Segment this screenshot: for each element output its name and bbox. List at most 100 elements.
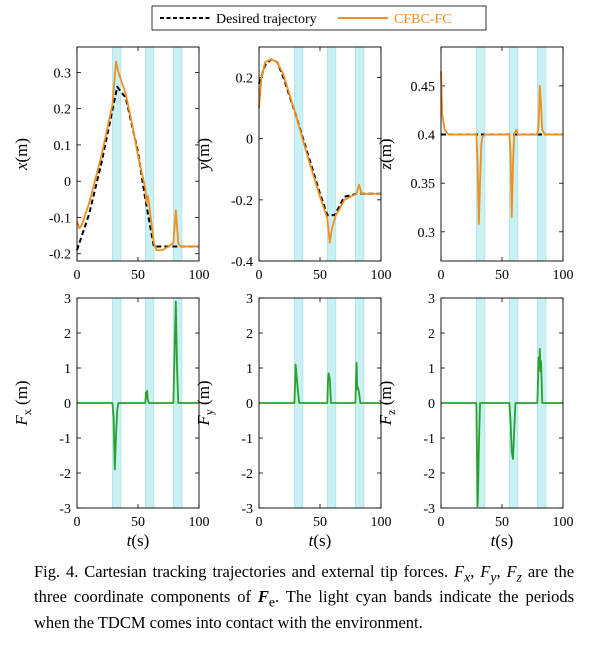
legend-desired-label: Desired trajectory	[216, 12, 317, 27]
caption-sub-1: x	[464, 569, 471, 585]
xtick-label-z-2: 100	[553, 268, 574, 283]
xtick-label-Fy-0: 0	[256, 515, 263, 530]
xlabel-Fz: t(s)	[491, 531, 514, 550]
xtick-label-x-2: 100	[189, 268, 210, 283]
xtick-label-z-1: 50	[495, 268, 509, 283]
ytick-label-Fy-3: 0	[246, 397, 253, 412]
ylabel-y: y(m)	[194, 138, 213, 172]
ytick-label-Fx-4: -1	[59, 432, 71, 447]
xtick-label-y-1: 50	[313, 268, 327, 283]
ylabel-z: z(m)	[376, 138, 395, 170]
caption-var-2: F	[480, 562, 491, 581]
contact-band-z-2	[537, 46, 547, 262]
xtick-label-Fx-2: 100	[189, 515, 210, 530]
contact-band-y-0	[294, 46, 304, 262]
caption-mid: are the three coordinate components of	[34, 562, 575, 607]
ytick-label-Fz-0: 3	[428, 292, 435, 307]
figure-canvas: Desired trajectory CFBC-FC 0.30.20.10-0.…	[12, 5, 574, 550]
ylabel-Fy: Fy (m)	[194, 380, 216, 426]
ytick-label-Fz-4: -1	[423, 432, 435, 447]
caption-prefix: Fig. 4. Cartesian tracking trajectories …	[34, 562, 455, 581]
ytick-label-x-4: -0.1	[49, 211, 71, 226]
xtick-label-Fz-1: 50	[495, 515, 509, 530]
ytick-label-Fy-0: 3	[246, 292, 253, 307]
series-z-cfbc-fc	[440, 71, 563, 225]
ytick-label-x-1: 0.2	[54, 103, 72, 118]
axes-frame-Fx	[76, 297, 200, 509]
series-Fz-fz	[441, 347, 563, 508]
axes-frame-Fy	[258, 297, 382, 509]
series-y-cfbc-fc	[258, 58, 381, 244]
series-x-desired-trajectory	[76, 85, 199, 251]
series-Fy-fy	[259, 361, 381, 404]
series-Fx-fx	[77, 300, 199, 471]
ytick-label-Fx-0: 3	[64, 292, 71, 307]
ytick-label-x-5: -0.2	[49, 248, 71, 263]
caption-sub-2: y	[490, 569, 497, 585]
axes-frame-y	[258, 46, 382, 262]
ytick-label-Fx-1: 2	[64, 327, 71, 342]
ytick-label-y-3: -0.4	[231, 255, 253, 270]
ytick-label-Fz-1: 2	[428, 327, 435, 342]
contact-band-y-2	[355, 46, 365, 262]
xtick-label-Fy-2: 100	[371, 515, 392, 530]
ytick-label-y-2: -0.2	[231, 194, 253, 209]
ytick-label-y-1: 0	[246, 133, 253, 148]
ytick-label-z-0: 0.45	[411, 80, 436, 95]
xtick-label-Fy-1: 50	[313, 515, 327, 530]
xtick-label-z-0: 0	[438, 268, 445, 283]
caption-sub-3: z	[516, 569, 522, 585]
ytick-label-Fz-6: -3	[423, 502, 435, 517]
xtick-label-Fx-0: 0	[74, 515, 81, 530]
xtick-label-Fz-0: 0	[438, 515, 445, 530]
figure: Desired trajectory CFBC-FC 0.3 0.2 0.1 0 -0.…	[12, 5, 574, 550]
ytick-label-x-2: 0.1	[54, 139, 72, 154]
caption-var-1: F	[454, 562, 465, 581]
xlabel-Fx: t(s)	[127, 531, 150, 550]
xtick-label-Fx-1: 50	[131, 515, 145, 530]
ytick-label-Fz-2: 1	[428, 362, 435, 377]
axes-frame-Fz	[440, 297, 564, 509]
ytick-label-Fz-5: -2	[423, 467, 435, 482]
series-x-cfbc-fc	[76, 60, 199, 252]
ytick-label-Fy-1: 2	[246, 327, 253, 342]
panel-z: 0.45 0.4 0.35 0.3 0 50 100 z(m)	[376, 46, 574, 283]
ytick-label-Fx-2: 1	[64, 362, 71, 377]
caption-var-3: F	[506, 562, 517, 581]
ytick-label-z-2: 0.35	[411, 177, 436, 192]
ylabel-Fz: Fz (m)	[376, 381, 398, 427]
ytick-label-y-0: 0.2	[236, 72, 254, 87]
ylabel-x: x(m)	[12, 138, 31, 171]
axes-frame-z	[440, 46, 564, 262]
ytick-label-Fx-6: -3	[59, 502, 71, 517]
ytick-label-z-3: 0.3	[418, 226, 436, 241]
ytick-label-Fz-3: 0	[428, 397, 435, 412]
caption-bold-sub: e	[268, 594, 276, 610]
caption-suffix: . The light cyan bands indicate the peri…	[34, 587, 575, 632]
ytick-label-x-3: 0	[64, 175, 71, 190]
ytick-label-Fy-2: 1	[246, 362, 253, 377]
xtick-label-y-2: 100	[371, 268, 392, 283]
caption-bold-var: F	[257, 587, 269, 607]
figure-caption: Fig. 4. Cartesian tracking trajectories …	[34, 562, 575, 632]
xtick-label-Fz-2: 100	[553, 515, 574, 530]
ytick-label-Fy-6: -3	[241, 502, 253, 517]
legend-cfbc-label: CFBC-FC	[394, 12, 452, 27]
ytick-label-Fx-3: 0	[64, 397, 71, 412]
legend: Desired trajectory CFBC-FC	[151, 5, 487, 31]
xtick-label-y-0: 0	[256, 268, 263, 283]
ytick-label-Fy-4: -1	[241, 432, 253, 447]
ytick-label-Fx-5: -2	[59, 467, 71, 482]
xlabel-Fy: t(s)	[309, 531, 332, 550]
panels: 0.30.20.10-0.1-0.20 50 100x(m)0.20-0.2-0.4…	[12, 46, 574, 550]
xtick-label-x-0: 0	[74, 268, 81, 283]
ytick-label-z-1: 0.4	[418, 129, 436, 144]
axes-frame-x	[76, 46, 200, 262]
ytick-label-Fy-5: -2	[241, 467, 253, 482]
xtick-label-x-1: 50	[131, 268, 145, 283]
